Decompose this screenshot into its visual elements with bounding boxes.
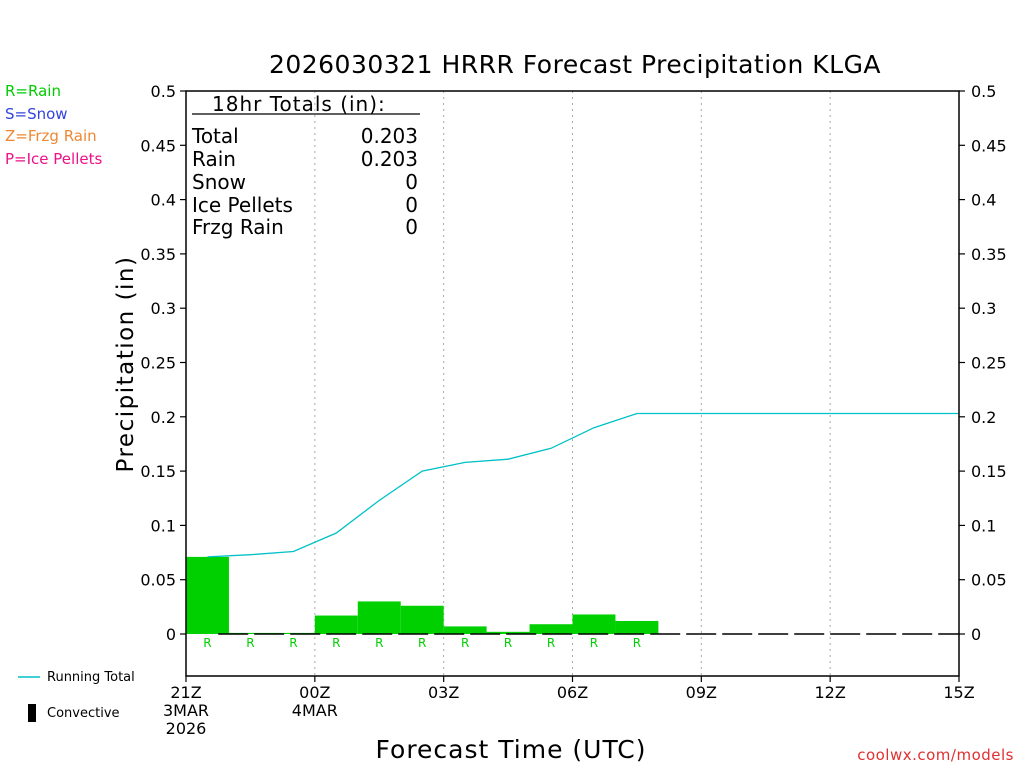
plot-frame	[185, 90, 960, 677]
x-tick-label: 2026	[166, 719, 207, 738]
running-total-line	[207, 412, 959, 558]
y-tick-label-right: 0.25	[971, 354, 1007, 373]
y-tick-label-right: 0.4	[971, 191, 996, 210]
axes: 0 00.05 0.050.1 0.10.15 0.150.2 0.20.25 0.250.…	[140, 82, 1006, 738]
totals-label-frzg-rain: Frzg Rain	[192, 215, 284, 239]
totals-value-total: 0.203	[360, 124, 418, 148]
totals-value-rain: 0.203	[360, 147, 418, 171]
y-tick-label-left: 0.1	[151, 516, 176, 535]
precip-type-label-h11: R	[633, 636, 641, 650]
x-tick-label: 15Z	[943, 683, 974, 702]
x-tick-label: 09Z	[686, 683, 717, 702]
precip-bar-h8	[486, 631, 530, 634]
precip-bar-h4	[314, 615, 358, 634]
precip-type-label-h2: R	[246, 636, 254, 650]
precip-type-label-h5: R	[375, 636, 383, 650]
legend-rain: R=Rain	[5, 82, 61, 100]
legend-ice-pellets: P=Ice Pellets	[5, 150, 103, 168]
y-tick-label-right: 0.15	[971, 462, 1007, 481]
y-tick-label-right: 0.3	[971, 299, 996, 318]
y-tick-label-left: 0.5	[151, 82, 176, 101]
y-tick-label-left: 0.3	[151, 299, 176, 318]
totals-label-total: Total	[192, 124, 239, 148]
precip-bar-h5	[357, 601, 401, 634]
x-tick-label: 03Z	[428, 683, 459, 702]
totals-header: 18hr Totals (in):	[212, 92, 386, 116]
y-tick-label-left: 0	[166, 625, 176, 644]
y-tick-label-left: 0.45	[140, 136, 176, 155]
totals-value-ice-pellets: 0	[405, 193, 418, 217]
y-tick-label-left: 0.35	[140, 245, 176, 264]
x-tick-label: 06Z	[557, 683, 588, 702]
legend-freezing-rain: Z=Frzg Rain	[5, 127, 97, 145]
precip-bar-h11	[615, 620, 659, 634]
totals-label-ice-pellets: Ice Pellets	[192, 193, 293, 217]
totals-label-rain: Rain	[192, 147, 236, 171]
y-tick-label-right: 0.1	[971, 516, 996, 535]
x-tick-label: 12Z	[815, 683, 846, 702]
precip-type-label-h10: R	[590, 636, 598, 650]
precip-type-label-h1: R	[203, 636, 211, 650]
x-tick-label: 21Z	[170, 683, 201, 702]
totals-value-snow: 0	[405, 170, 418, 194]
y-axis-label: Precipitation (in)	[113, 255, 139, 473]
precip-type-label-h4: R	[332, 636, 340, 650]
convective-swatch	[28, 704, 36, 722]
precip-type-label-h8: R	[504, 636, 512, 650]
y-tick-label-left: 0.05	[140, 571, 176, 590]
grid-lines	[314, 91, 831, 676]
chart-title: 2026030321 HRRR Forecast Precipitation K…	[268, 50, 882, 79]
y-tick-label-left: 0.25	[140, 354, 176, 373]
legend-snow: S=Snow	[5, 105, 68, 123]
totals-label-snow: Snow	[192, 170, 246, 194]
x-tick-label: 00Z	[299, 683, 330, 702]
y-tick-label-right: 0.45	[971, 136, 1007, 155]
hourly-bars	[186, 556, 959, 635]
x-tick-label: 4MAR	[292, 701, 338, 720]
y-tick-label-right: 0	[971, 625, 981, 644]
x-tick-label: 3MAR	[163, 701, 209, 720]
y-tick-label-left: 0.4	[151, 191, 176, 210]
precip-bar-h2	[228, 632, 272, 634]
y-tick-label-right: 0.35	[971, 245, 1007, 264]
precip-bar-h6	[400, 605, 444, 634]
precip-bar-h1	[186, 556, 229, 634]
precip-type-label-h7: R	[461, 636, 469, 650]
y-tick-label-right: 0.2	[971, 408, 996, 427]
legend-convective-label: Convective	[47, 706, 120, 721]
x-axis-label: Forecast Time (UTC)	[375, 735, 647, 764]
source-credit: coolwx.com/models	[857, 746, 1014, 764]
legend-running-total-label: Running Total	[47, 670, 135, 685]
precip-bar-h7	[443, 626, 487, 634]
running-total-layer	[207, 412, 959, 558]
precip-bar-h10	[572, 614, 616, 634]
precip-bar-h9	[529, 624, 573, 634]
precip-type-label-h3: R	[289, 636, 297, 650]
totals-value-frzg-rain: 0	[405, 215, 418, 239]
y-tick-label-right: 0.5	[971, 82, 996, 101]
y-tick-label-left: 0.2	[151, 408, 176, 427]
y-tick-label-right: 0.05	[971, 571, 1007, 590]
y-tick-label-left: 0.15	[140, 462, 176, 481]
precip-type-label-h6: R	[418, 636, 426, 650]
precip-type-label-h9: R	[547, 636, 555, 650]
